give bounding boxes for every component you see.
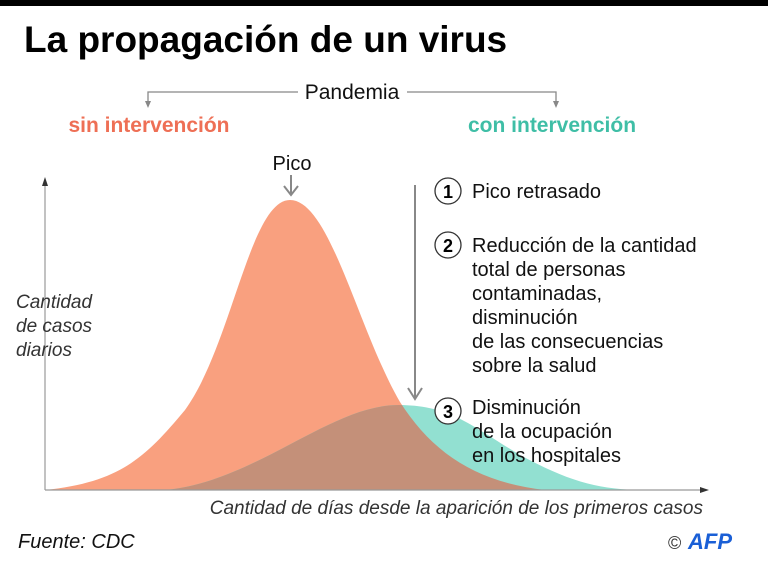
afp-logo: AFP bbox=[687, 529, 732, 554]
peak-label: Pico bbox=[273, 153, 312, 175]
y-axis-label: Cantidad de casos diarios bbox=[16, 292, 97, 361]
pandemic-bracket bbox=[147, 91, 557, 104]
note-number-badge bbox=[434, 397, 462, 425]
axes bbox=[44, 182, 704, 491]
svg-text:2: 2 bbox=[443, 236, 453, 256]
note-number-badge bbox=[434, 231, 462, 259]
title: La propagación de un virus bbox=[24, 19, 507, 60]
note-text: Reducción de la cantidad total de person… bbox=[472, 235, 702, 377]
note-text: Pico retrasado bbox=[472, 181, 601, 203]
svg-text:1: 1 bbox=[443, 182, 453, 202]
pandemic-label: Pandemia bbox=[305, 81, 400, 104]
top-bar bbox=[0, 0, 768, 6]
peak-arrow-icon bbox=[283, 175, 299, 197]
copyright-symbol: © bbox=[668, 533, 681, 553]
curve-without-intervention bbox=[45, 200, 545, 490]
note-2: 2 Reducción de la cantidad total de pers… bbox=[434, 231, 702, 377]
x-axis-label: Cantidad de días desde la aparición de l… bbox=[210, 498, 704, 519]
with-intervention-label: con intervención bbox=[468, 114, 636, 137]
source-label: Fuente: CDC bbox=[18, 531, 135, 553]
delay-arrow-icon bbox=[407, 185, 423, 401]
without-intervention-label: sin intervención bbox=[68, 114, 229, 137]
note-3: 3 Disminución de la ocupación en los hos… bbox=[434, 397, 621, 467]
note-number-badge bbox=[434, 177, 462, 205]
note-text: Disminución de la ocupación en los hospi… bbox=[472, 397, 621, 467]
note-1: 1 Pico retrasado bbox=[434, 177, 601, 205]
svg-text:3: 3 bbox=[443, 402, 453, 422]
